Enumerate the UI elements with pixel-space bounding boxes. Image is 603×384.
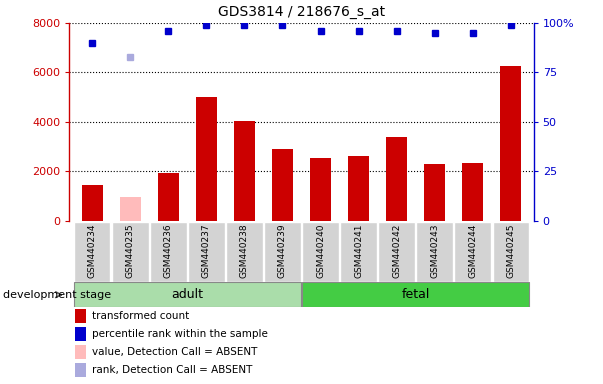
Text: value, Detection Call = ABSENT: value, Detection Call = ABSENT: [92, 347, 257, 357]
Bar: [264, 222, 301, 282]
Bar: [425, 164, 445, 221]
Text: GSM440243: GSM440243: [430, 223, 439, 278]
Bar: [150, 222, 186, 282]
Text: GSM440236: GSM440236: [164, 223, 173, 278]
Bar: [75, 363, 86, 376]
Text: rank, Detection Call = ABSENT: rank, Detection Call = ABSENT: [92, 365, 252, 375]
Bar: [188, 222, 225, 282]
Text: GSM440237: GSM440237: [202, 223, 211, 278]
Text: percentile rank within the sample: percentile rank within the sample: [92, 329, 268, 339]
Text: development stage: development stage: [3, 290, 111, 300]
Bar: [417, 222, 453, 282]
Text: GSM440244: GSM440244: [469, 223, 477, 278]
Bar: [75, 345, 86, 359]
Bar: [196, 97, 217, 221]
Bar: [120, 197, 140, 221]
Bar: [500, 66, 521, 221]
Text: GSM440239: GSM440239: [278, 223, 287, 278]
Text: GSM440235: GSM440235: [126, 223, 134, 278]
Bar: [348, 156, 369, 221]
Bar: [378, 222, 415, 282]
Bar: [463, 163, 483, 221]
Text: adult: adult: [171, 288, 203, 301]
Text: GSM440245: GSM440245: [507, 223, 516, 278]
Bar: [226, 222, 263, 282]
Text: GSM440238: GSM440238: [240, 223, 249, 278]
Bar: [302, 222, 339, 282]
Text: transformed count: transformed count: [92, 311, 189, 321]
Bar: [112, 222, 148, 282]
Text: fetal: fetal: [402, 288, 430, 301]
Bar: [386, 137, 407, 221]
Bar: [234, 121, 255, 221]
Bar: [74, 282, 301, 307]
Bar: [302, 282, 529, 307]
Bar: [158, 172, 178, 221]
Bar: [340, 222, 377, 282]
Text: GSM440240: GSM440240: [316, 223, 325, 278]
Bar: [455, 222, 491, 282]
Bar: [75, 309, 86, 323]
Bar: [74, 222, 110, 282]
Bar: [493, 222, 529, 282]
Text: GSM440241: GSM440241: [354, 223, 363, 278]
Bar: [310, 158, 331, 221]
Title: GDS3814 / 218676_s_at: GDS3814 / 218676_s_at: [218, 5, 385, 19]
Text: GSM440234: GSM440234: [87, 223, 96, 278]
Bar: [82, 185, 103, 221]
Bar: [75, 327, 86, 341]
Text: GSM440242: GSM440242: [392, 223, 401, 278]
Bar: [272, 149, 293, 221]
